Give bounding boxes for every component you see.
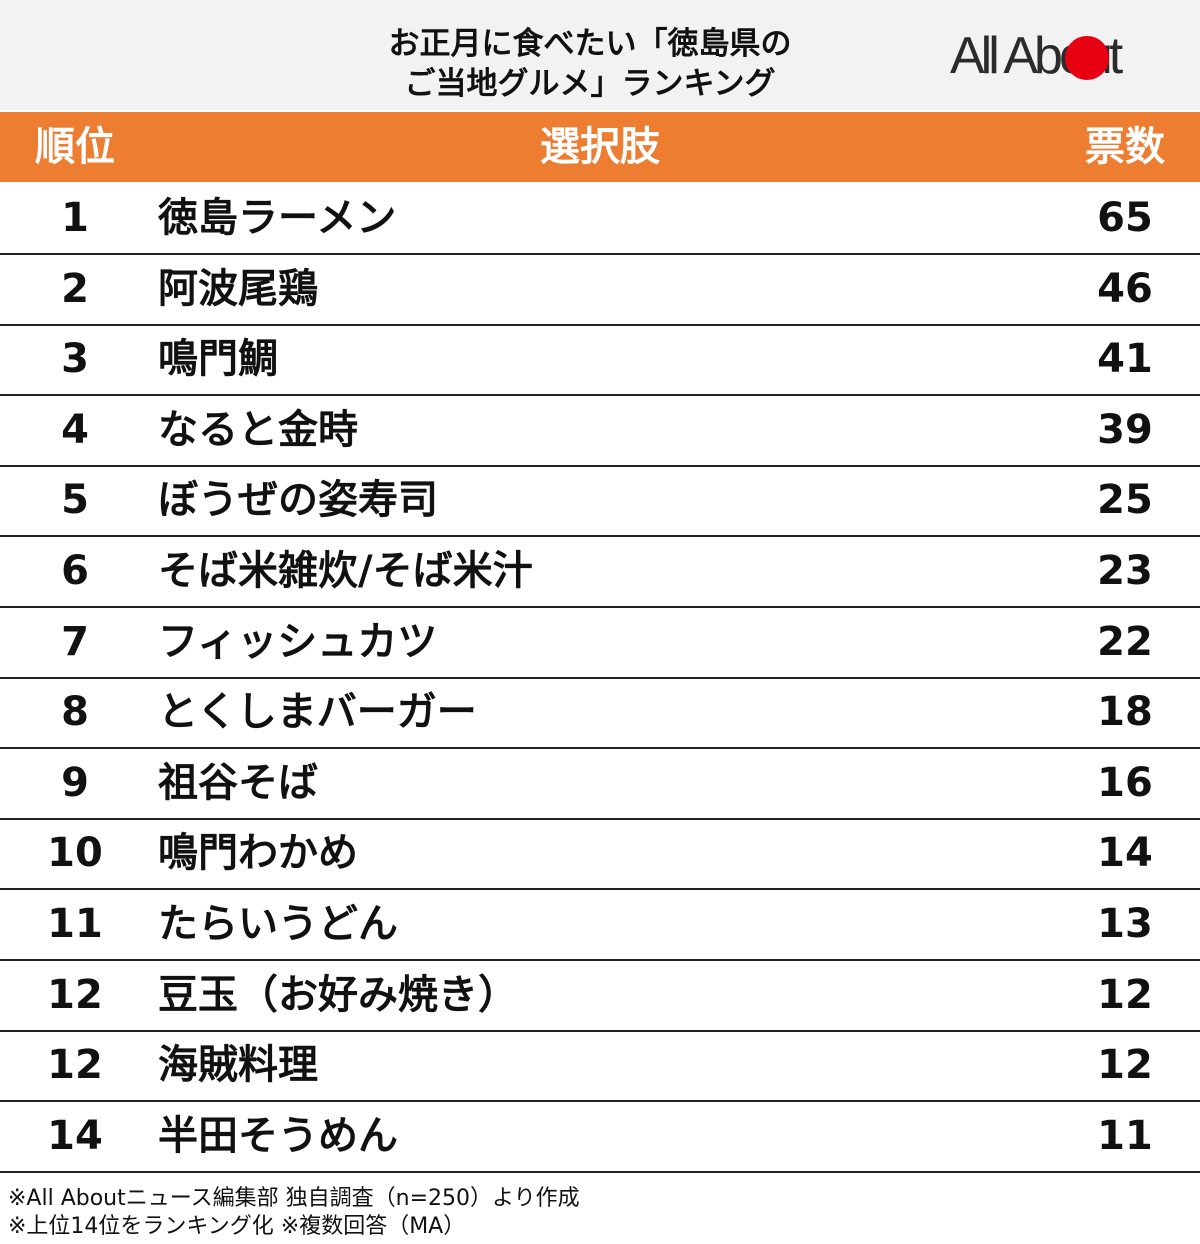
rank: 10 [47,830,103,877]
table-row: 9 祖谷そば 16 [0,748,1200,820]
column-header: 票数 [1085,124,1165,170]
table-row: 11 たらいうどん 13 [0,889,1200,961]
table-row: 1 徳島ラーメン 65 [0,183,1200,255]
table-row: 4 なると金時 39 [0,395,1200,467]
item: 半田そうめん [158,1112,398,1159]
item: 徳島ラーメン [158,195,397,241]
table-row: 8 とくしまバーガー 18 [0,677,1200,750]
table-row: 3 鳴門鯛 41 [0,324,1200,397]
table-header: 順位 選択肢 票数 [0,112,1200,182]
item: 鳴門鯛 [158,336,278,383]
votes: 41 [1097,336,1153,383]
votes: 18 [1097,689,1153,736]
title-line: ご当地グルメ」ランキング [404,66,776,102]
rank: 1 [61,195,89,241]
rank: 5 [61,477,89,524]
logo-dot [1065,36,1109,80]
rank: 14 [47,1112,103,1159]
rank: 2 [61,265,89,312]
votes: 13 [1097,901,1153,947]
item: たらいうどん [158,901,398,947]
votes: 12 [1097,971,1153,1018]
item: 海賊料理 [158,1042,318,1089]
rank: 8 [61,689,89,736]
item: 鳴門わかめ [158,830,358,877]
votes: 46 [1097,265,1153,312]
rank: 11 [47,901,103,947]
votes: 16 [1097,759,1153,806]
item: ぼうぜの姿寿司 [158,477,438,524]
rank: 7 [61,618,89,665]
table-row: 12 海賊料理 12 [0,1030,1200,1103]
votes: 65 [1097,195,1153,241]
item: 阿波尾鶏 [158,265,318,312]
item: 祖谷そば [158,759,318,806]
table-row: 2 阿波尾鶏 46 [0,254,1200,326]
rank: 9 [61,759,89,806]
rank: 12 [47,971,103,1018]
column-header: 順位 [35,124,115,170]
votes: 25 [1097,477,1153,524]
table-row: 14 半田そうめん 11 [0,1101,1200,1173]
table-row: 10 鳴門わかめ 14 [0,818,1200,891]
note: ※上位14位をランキング化 ※複数回答（MA） [8,1214,466,1239]
title-line: お正月に食べたい「徳島県の [388,26,792,62]
table-row: 12 豆玉（お好み焼き） 12 [0,960,1200,1032]
item: フィッシュカツ [158,618,438,665]
votes: 39 [1097,406,1153,453]
votes: 22 [1097,618,1153,665]
rank: 4 [61,406,89,453]
votes: 11 [1097,1112,1153,1159]
votes: 14 [1097,830,1153,877]
column-header: 選択肢 [540,124,660,170]
votes: 12 [1097,1042,1153,1089]
item: 豆玉（お好み焼き） [158,971,518,1018]
item: なると金時 [158,406,358,453]
item: とくしまバーガー [158,689,477,736]
rank: 12 [47,1042,103,1089]
table-row: 7 フィッシュカツ 22 [0,607,1200,679]
note: ※All Aboutニュース編集部 独自調査（n=250）より作成 [8,1186,580,1211]
table-row: 5 ぼうぜの姿寿司 25 [0,465,1200,538]
title-area: お正月に食べたい「徳島県の ご当地グルメ」ランキング All About [0,0,1200,110]
rank: 6 [61,548,89,594]
table-row: 6 そば米雑炊/そば米汁 23 [0,536,1200,608]
votes: 23 [1097,548,1153,594]
rank: 3 [61,336,89,383]
item: そば米雑炊/そば米汁 [158,548,533,594]
